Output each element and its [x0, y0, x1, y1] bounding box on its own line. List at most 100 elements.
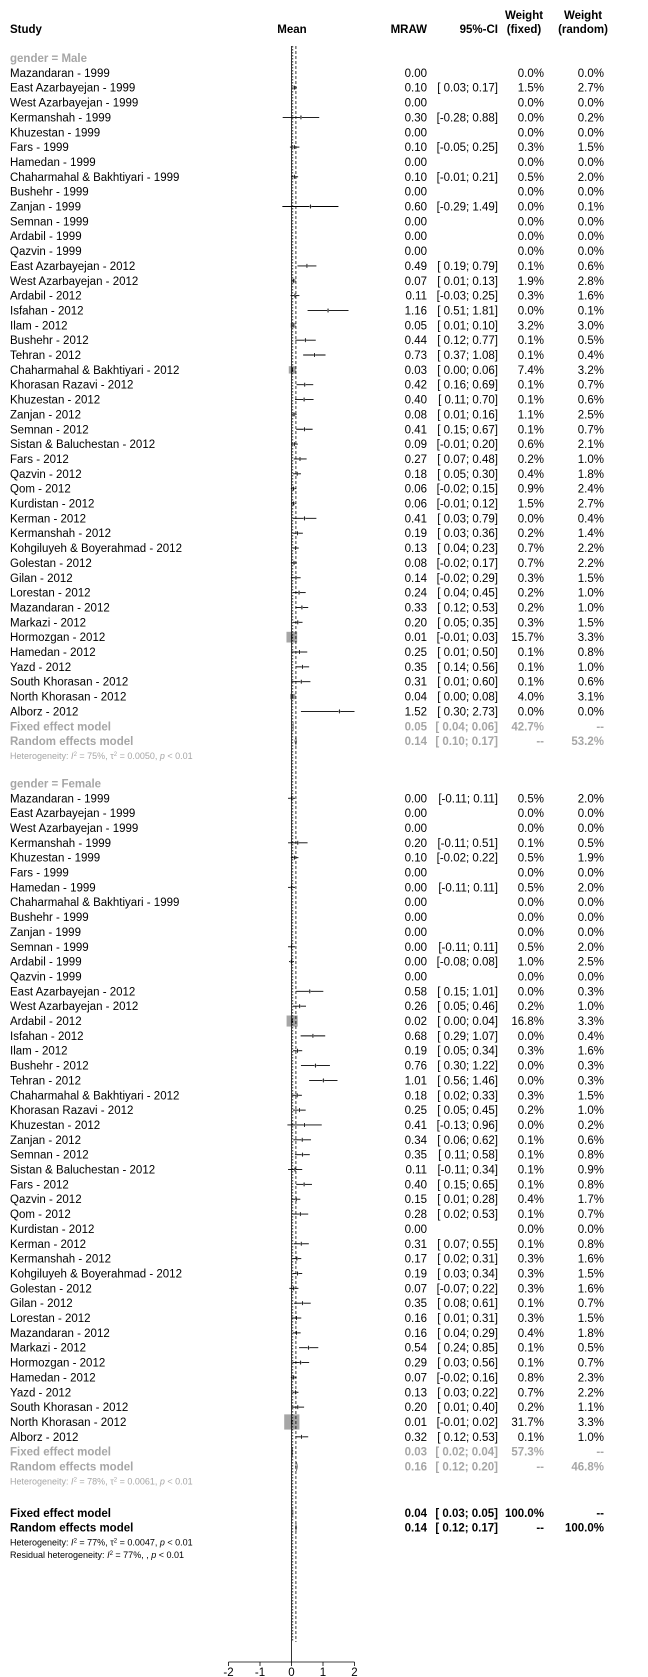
weight-fixed-value: 3.2% — [518, 320, 544, 332]
weight-fixed-value: 1.0% — [518, 957, 544, 969]
model-diamond — [291, 1447, 293, 1457]
weight-random-value: 1.6% — [578, 291, 604, 303]
study-label: Semnan - 2012 — [10, 1150, 89, 1162]
weight-fixed-value: 0.1% — [518, 380, 544, 392]
weight-random-value: 2.5% — [578, 957, 604, 969]
plot-marks — [282, 85, 355, 1533]
study-label: Kermanshah - 2012 — [10, 1254, 111, 1266]
model-weight-fixed-value: -- — [536, 1523, 544, 1535]
study-label: Markazi - 2012 — [10, 617, 86, 629]
mraw-value: 0.06 — [405, 484, 427, 496]
model-weight-fixed-value: 42.7% — [511, 721, 544, 733]
weight-fixed-value: 0.0% — [518, 246, 544, 258]
study-label: Khorasan Razavi - 2012 — [10, 1105, 133, 1117]
mraw-value: 0.18 — [405, 1090, 427, 1102]
weight-random-value: 0.0% — [578, 187, 604, 199]
weight-fixed-value: 0.3% — [518, 1090, 544, 1102]
study-label: Kerman - 2012 — [10, 1239, 86, 1251]
weight-fixed-value: 0.1% — [518, 662, 544, 674]
ci-value: [ 0.14; 0.56] — [437, 662, 498, 674]
mraw-value: 0.41 — [405, 424, 427, 436]
weight-fixed-value: 0.1% — [518, 838, 544, 850]
weight-fixed-value: 0.3% — [518, 1046, 544, 1058]
study-label: Zanjan - 2012 — [10, 409, 81, 421]
mraw-value: 0.05 — [405, 320, 427, 332]
study-label: Zanjan - 1999 — [10, 202, 81, 214]
mraw-value: 0.58 — [405, 986, 427, 998]
weight-random-value: 0.3% — [578, 1061, 604, 1073]
header-mean: Mean — [277, 24, 306, 36]
weight-fixed-value: 0.2% — [518, 528, 544, 540]
study-label: Semnan - 2012 — [10, 424, 89, 436]
weight-fixed-value: 15.7% — [511, 632, 544, 644]
study-label: Qom - 2012 — [10, 1209, 71, 1221]
ci-value: [-0.08; 0.08] — [437, 957, 498, 969]
weight-random-value: 1.5% — [578, 142, 604, 154]
mraw-value: 0.26 — [405, 1001, 427, 1013]
weight-random-value: 0.0% — [578, 246, 604, 258]
model-weight-fixed-value: 57.3% — [511, 1447, 544, 1459]
weight-fixed-value: 1.5% — [518, 83, 544, 95]
weight-fixed-value: 0.3% — [518, 573, 544, 585]
weight-fixed-value: 0.2% — [518, 602, 544, 614]
weight-fixed-value: 0.7% — [518, 543, 544, 555]
ci-value: [-0.02; 0.16] — [437, 1372, 498, 1384]
mraw-value: 0.00 — [405, 897, 427, 909]
weight-fixed-value: 0.1% — [518, 1165, 544, 1177]
ci-value: [ 0.07; 0.48] — [437, 454, 498, 466]
weight-random-value: 1.9% — [578, 853, 604, 865]
study-label: Ilam - 2012 — [10, 320, 68, 332]
weight-random-value: 0.6% — [578, 1135, 604, 1147]
weight-random-value: 2.4% — [578, 484, 604, 496]
weight-fixed-value: 0.5% — [518, 882, 544, 894]
ci-value: [-0.03; 0.25] — [437, 291, 498, 303]
weight-fixed-value: 0.8% — [518, 1372, 544, 1384]
weight-random-value: 2.0% — [578, 882, 604, 894]
ci-value: [-0.11; 0.51] — [437, 838, 498, 850]
model-ci-value: [ 0.04; 0.06] — [435, 721, 498, 733]
study-label: Fars - 2012 — [10, 454, 69, 466]
weight-random-value: 0.0% — [578, 971, 604, 983]
ci-value: [-0.11; 0.11] — [438, 882, 498, 894]
study-label: Hamedan - 2012 — [10, 647, 96, 659]
ci-value: [ 0.03; 0.22] — [437, 1387, 498, 1399]
weight-random-value: 2.0% — [578, 793, 604, 805]
ci-value: [ 0.03; 0.17] — [437, 83, 498, 95]
study-label: Qazvin - 2012 — [10, 1194, 82, 1206]
mraw-value: 0.10 — [405, 853, 427, 865]
model-weight-random-value: -- — [596, 1508, 604, 1520]
weight-random-value: 1.0% — [578, 1001, 604, 1013]
weight-random-value: 0.8% — [578, 1150, 604, 1162]
mraw-value: 0.28 — [405, 1209, 427, 1221]
mraw-value: 0.00 — [405, 157, 427, 169]
mraw-value: 0.24 — [405, 588, 428, 600]
model-mraw-value: 0.14 — [405, 1523, 428, 1535]
ci-value: [ 0.02; 0.31] — [437, 1254, 498, 1266]
weight-fixed-value: 0.0% — [518, 808, 544, 820]
weight-random-value: 1.0% — [578, 1432, 604, 1444]
mraw-value: 0.00 — [405, 216, 427, 228]
study-label: Fars - 1999 — [10, 142, 69, 154]
ci-value: [-0.02; 0.17] — [437, 558, 498, 570]
mraw-value: 0.07 — [405, 276, 427, 288]
weight-fixed-value: 0.3% — [518, 1283, 544, 1295]
mraw-value: 0.40 — [405, 1179, 427, 1191]
study-label: West Azarbayejan - 2012 — [10, 1001, 138, 1013]
weight-fixed-value: 0.3% — [518, 1254, 544, 1266]
weight-random-value: 1.0% — [578, 454, 604, 466]
weight-fixed-value: 0.0% — [518, 986, 544, 998]
x-tick-label: -1 — [255, 1667, 265, 1677]
study-label: Kerman - 2012 — [10, 513, 86, 525]
study-label: Mazandaran - 2012 — [10, 602, 110, 614]
study-label: Kurdistan - 2012 — [10, 499, 94, 511]
mraw-value: 0.00 — [405, 98, 427, 110]
model-mraw-value: 0.14 — [405, 736, 428, 748]
weight-random-value: 2.2% — [578, 1387, 604, 1399]
x-axis: -2 -1 0 1 2 — [223, 46, 358, 1677]
study-label: East Azarbayejan - 1999 — [10, 83, 135, 95]
mraw-value: 0.33 — [405, 602, 427, 614]
study-label: South Khorasan - 2012 — [10, 1402, 128, 1414]
study-label: Hormozgan - 2012 — [10, 632, 105, 644]
study-label: Zanjan - 1999 — [10, 927, 81, 939]
study-label: Khorasan Razavi - 2012 — [10, 380, 133, 392]
